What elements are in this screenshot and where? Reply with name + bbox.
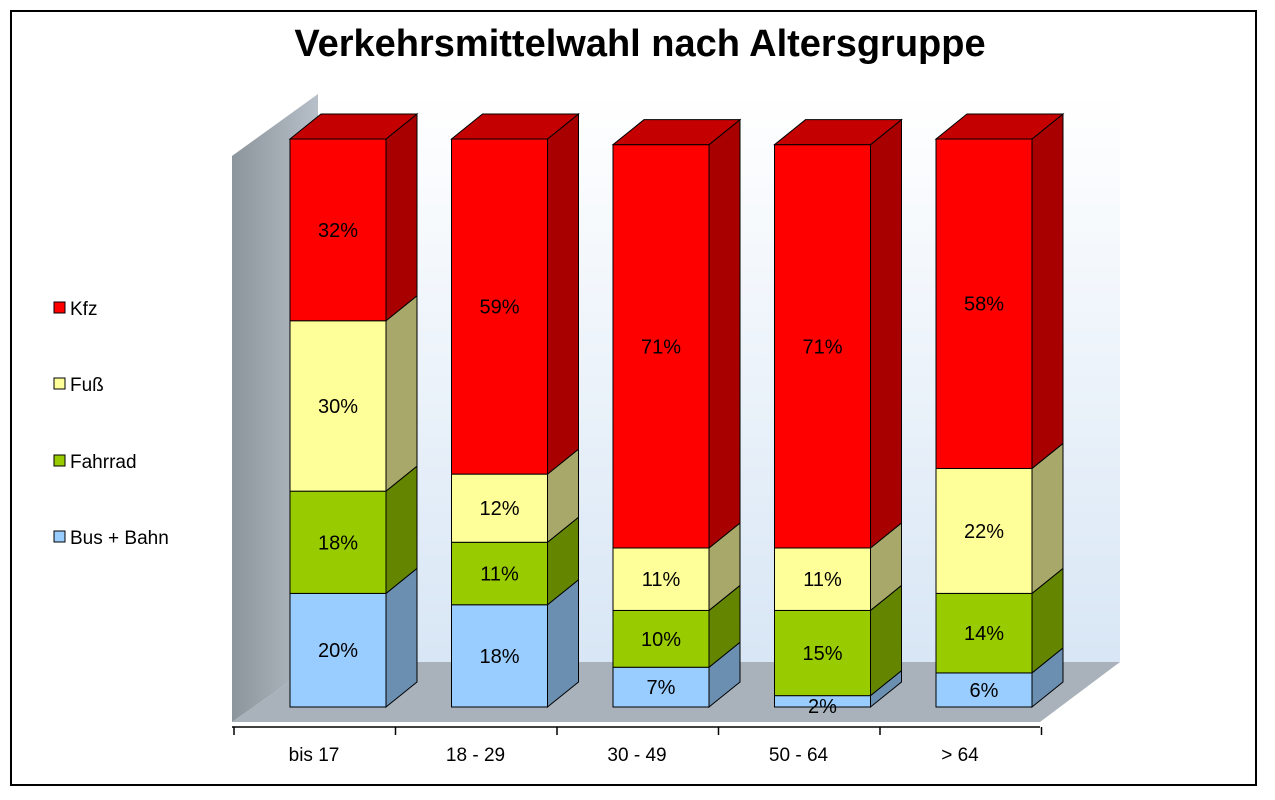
x-tick-label-bis-17: bis 17 — [289, 745, 340, 766]
bar-kfz-50-64 — [774, 144, 871, 549]
bar-kfz-30-49 — [612, 144, 710, 549]
data-label-fu-50-64: 11% — [803, 569, 842, 591]
data-label-fahrrad-18-29: 11% — [480, 564, 519, 586]
bar-kfz-64 — [935, 138, 1033, 469]
bar-fahrrad-64 — [935, 592, 1033, 674]
legend-swatch-fahrrad — [53, 454, 66, 467]
bar-fu-bis-17-side — [385, 294, 418, 493]
bar-kfz-18-29 — [451, 138, 548, 475]
data-label-kfz-50-64: 71% — [802, 336, 842, 358]
legend-label-fahrrad: Fahrrad — [70, 452, 137, 473]
bar-kfz-bis-17 — [289, 138, 387, 322]
data-label-group: 20% 18% 30% 32% 18% 11% 12% 59% 7% 10% 11% 71% 2% 15%… — [318, 220, 1004, 718]
bar-kfz-bis-17-top — [288, 113, 419, 140]
legend: Kfz Fuß Fahrrad Bus + Bahn — [53, 299, 169, 549]
bar-kfz-64-side — [1031, 112, 1064, 470]
bar-bus-bahn-bis-17 — [289, 592, 387, 708]
legend-swatch-fu — [53, 377, 66, 390]
data-label-fahrrad-50-64: 15% — [802, 643, 842, 665]
bar-group — [288, 112, 1065, 709]
legend-label-fu: Fuß — [70, 375, 104, 396]
bar-fahrrad-bis-17 — [289, 490, 387, 594]
bar-fahrrad-30-49 — [612, 609, 710, 668]
bar-fu-64-side — [1031, 442, 1064, 595]
bar-stack-30-49 — [611, 118, 742, 709]
data-label-bus-bahn-64: 6% — [970, 680, 999, 702]
data-label-kfz-30-49: 71% — [641, 336, 681, 358]
legend-swatch-kfz — [53, 301, 66, 314]
bar-bus-bahn-18-29 — [451, 604, 548, 708]
bar-fu-64 — [935, 467, 1033, 594]
x-tick-label-30-49: 30 - 49 — [607, 745, 666, 766]
bar-stack-50-64 — [773, 118, 903, 709]
chart-title: Verkehrsmittelwahl nach Altersgruppe — [294, 23, 985, 65]
bar-kfz-18-29-side — [547, 112, 579, 476]
data-label-kfz-bis-17: 32% — [318, 220, 358, 242]
data-label-fu-bis-17: 30% — [318, 396, 358, 418]
bar-kfz-50-64-top — [773, 119, 903, 146]
bar-bus-bahn-30-49 — [612, 666, 710, 708]
data-label-fahrrad-30-49: 10% — [641, 629, 681, 651]
data-label-kfz-64: 58% — [964, 294, 1004, 316]
bar-kfz-18-29-top — [450, 113, 580, 140]
bar-fahrrad-50-64 — [774, 609, 871, 697]
bar-kfz-30-49-top — [611, 119, 742, 146]
x-axis: bis 17 18 - 29 30 - 49 50 - 64 > 64 — [232, 726, 1043, 766]
x-tick-label-50-64: 50 - 64 — [769, 745, 829, 766]
data-label-kfz-18-29: 59% — [479, 297, 519, 319]
data-label-fahrrad-64: 14% — [964, 623, 1004, 645]
data-label-bus-bahn-bis-17: 20% — [318, 640, 358, 662]
bar-kfz-bis-17-side — [385, 112, 418, 322]
bar-fu-30-49 — [612, 547, 710, 611]
legend-label-kfz: Kfz — [70, 299, 97, 320]
bar-stack-64 — [934, 112, 1065, 709]
data-label-fahrrad-bis-17: 18% — [318, 532, 358, 554]
bar-kfz-30-49-side — [708, 118, 741, 550]
legend-label-bus-bahn: Bus + Bahn — [70, 528, 169, 549]
data-label-bus-bahn-50-64: 2% — [808, 696, 837, 718]
data-label-fu-18-29: 12% — [479, 498, 519, 520]
x-tick-label-18-29: 18 - 29 — [446, 745, 505, 766]
data-label-fu-30-49: 11% — [642, 569, 681, 591]
data-label-bus-bahn-30-49: 7% — [647, 677, 676, 699]
legend-swatch-bus-bahn — [53, 530, 66, 543]
bar-fu-18-29 — [451, 473, 548, 543]
data-label-bus-bahn-18-29: 18% — [479, 646, 519, 668]
bar-stack-bis-17 — [288, 112, 419, 709]
data-label-fu-64: 22% — [964, 521, 1004, 543]
bar-kfz-50-64-side — [870, 118, 902, 550]
x-tick-label-64: > 64 — [941, 745, 979, 766]
bar-fu-bis-17 — [289, 320, 387, 492]
bar-stack-18-29 — [450, 112, 580, 709]
bar-kfz-64-top — [934, 113, 1065, 140]
